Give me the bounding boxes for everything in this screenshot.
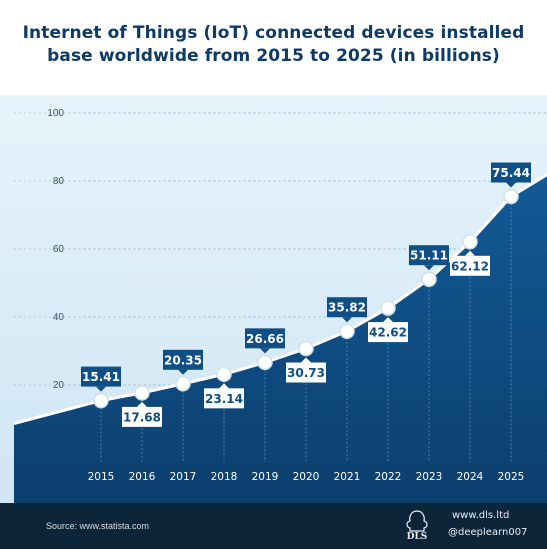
data-label-pointer [137, 401, 147, 407]
data-label-text: 15.41 [82, 370, 120, 384]
data-label: 35.82 [327, 297, 367, 323]
data-label: 26.66 [245, 328, 285, 354]
x-tick-label: 2021 [334, 471, 361, 483]
x-tick-label: 2015 [88, 471, 115, 483]
data-label-box [163, 349, 203, 370]
data-label-text: 20.35 [164, 353, 202, 367]
chart-title: Internet of Things (IoT) connected devic… [20, 22, 527, 68]
header: Internet of Things (IoT) connected devic… [0, 0, 547, 95]
data-label: 20.35 [163, 349, 203, 375]
x-tick-label: 2024 [457, 471, 484, 483]
data-point [93, 392, 109, 409]
data-label-box [286, 362, 326, 383]
x-tick-label: 2025 [498, 471, 525, 483]
x-tick-label: 2022 [375, 471, 402, 483]
data-label-text: 62.12 [451, 259, 489, 273]
x-tick-label: 2016 [129, 471, 156, 483]
data-label-box [450, 255, 490, 276]
title-line-2: base worldwide from 2015 to 2025 (in bil… [47, 46, 500, 66]
data-point [462, 234, 478, 250]
data-label-text: 26.66 [246, 332, 284, 346]
y-tick-label: 40 [53, 312, 65, 323]
data-point [421, 271, 437, 287]
data-label: 75.44 [491, 162, 531, 188]
data-label-box [245, 328, 285, 349]
data-point [134, 385, 150, 401]
data-label-text: 51.11 [410, 249, 448, 263]
data-label-pointer [506, 182, 516, 188]
data-label-box [122, 406, 162, 427]
y-tick-label: 60 [53, 244, 65, 255]
handle-text: @deeplearn007 [448, 527, 528, 538]
data-label-text: 75.44 [492, 166, 530, 180]
data-label-text: 35.82 [328, 301, 366, 315]
data-point [503, 188, 519, 205]
data-label-box [204, 388, 244, 409]
data-label-pointer [96, 386, 106, 392]
x-tick-label: 2019 [252, 471, 279, 483]
data-label: 62.12 [450, 250, 490, 276]
data-label-text: 30.73 [287, 366, 325, 380]
title-line-1: Internet of Things (IoT) connected devic… [22, 23, 525, 43]
data-label-box [368, 322, 408, 343]
data-label-text: 23.14 [205, 392, 243, 406]
data-label-text: 42.62 [369, 326, 407, 340]
data-label: 42.62 [368, 317, 408, 343]
data-label-box [409, 245, 449, 266]
dls-logo: DLS [406, 510, 428, 542]
data-label: 15.41 [81, 366, 121, 392]
data-point [216, 366, 232, 383]
data-label-text: 17.68 [123, 410, 161, 424]
data-label-pointer [383, 317, 393, 323]
data-label-pointer [301, 357, 311, 363]
x-tick-label: 2018 [211, 471, 238, 483]
logo-text: DLS [407, 532, 428, 542]
website-text: www.dls.ltd [452, 510, 510, 521]
data-point [175, 376, 191, 392]
data-label: 30.73 [286, 357, 326, 383]
x-tick-label: 2020 [293, 471, 320, 483]
data-label: 51.11 [409, 245, 449, 271]
chart: 020406080100 15.4117.6820.3523.1426.6630… [0, 95, 547, 503]
data-label-box [327, 297, 367, 318]
data-label-pointer [424, 265, 434, 271]
x-tick-label: 2017 [170, 471, 197, 483]
data-label-pointer [219, 383, 229, 389]
data-label-box [81, 366, 121, 387]
data-point [380, 300, 396, 316]
data-label-pointer [342, 317, 352, 323]
data-label-pointer [465, 250, 475, 256]
data-label-pointer [178, 369, 188, 375]
data-point [339, 323, 355, 339]
footer: Source: www.statista.com DLS www.dls.ltd… [0, 503, 547, 549]
data-label-pointer [260, 348, 270, 354]
y-tick-label: 100 [47, 108, 64, 119]
y-tick-label: 80 [53, 176, 65, 187]
data-label: 23.14 [204, 383, 244, 409]
data-label-box [491, 162, 531, 183]
y-tick-label: 20 [53, 380, 65, 391]
data-point [298, 340, 314, 357]
x-tick-label: 2023 [416, 471, 443, 483]
data-point [257, 354, 273, 371]
data-label: 17.68 [122, 401, 162, 427]
source-text: Source: www.statista.com [46, 521, 150, 531]
